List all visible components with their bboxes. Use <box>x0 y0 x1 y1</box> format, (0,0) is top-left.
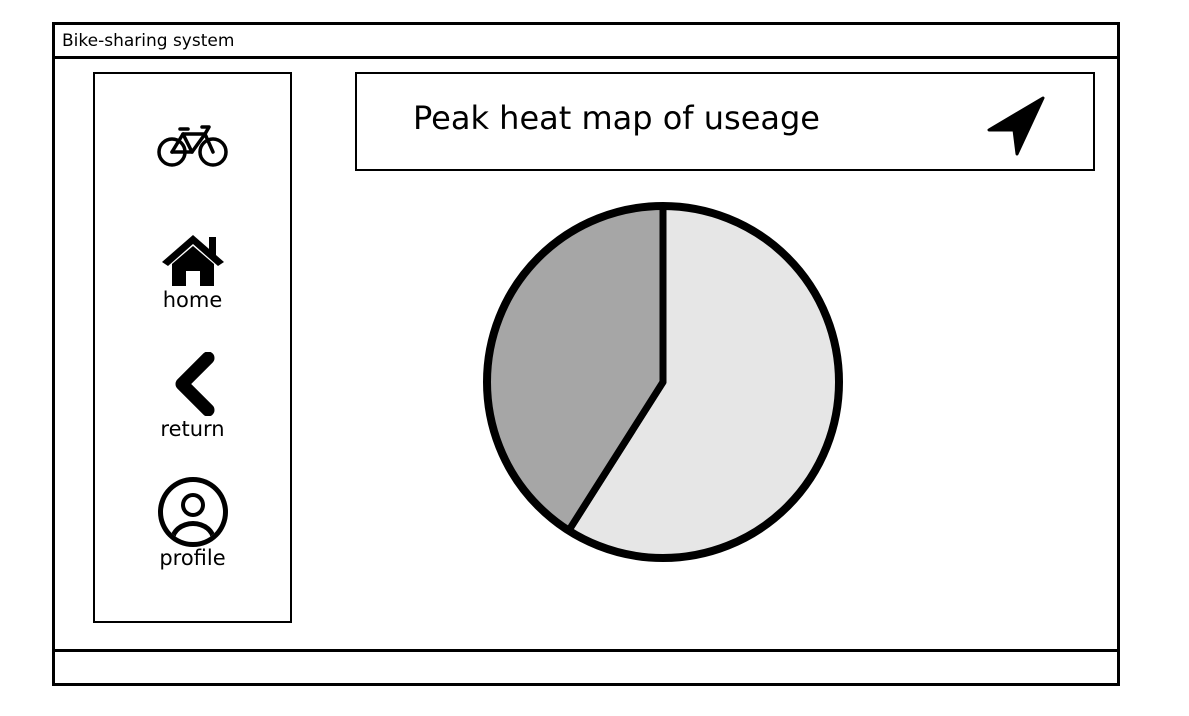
status-bar <box>55 649 1117 683</box>
bicycle-icon <box>156 125 228 167</box>
sidebar-item-label: return <box>160 417 225 441</box>
header-card: Peak heat map of useage <box>355 72 1095 171</box>
app-window: Bike-sharing system <box>52 22 1120 686</box>
home-icon <box>161 235 224 286</box>
chevron-left-icon <box>175 352 214 416</box>
navigation-arrow-icon[interactable] <box>987 96 1047 156</box>
window-title: Bike-sharing system <box>62 31 235 51</box>
pie-chart <box>483 202 843 562</box>
sidebar-item-profile[interactable]: profile <box>95 476 290 570</box>
sidebar: home return profile <box>93 72 292 623</box>
sidebar-item-return[interactable]: return <box>95 352 290 441</box>
sidebar-item-home[interactable]: home <box>95 231 290 312</box>
page-title: Peak heat map of useage <box>413 99 820 137</box>
bicycle-logo <box>95 122 290 168</box>
sidebar-item-label: profile <box>159 546 226 570</box>
pie-outline <box>483 202 843 562</box>
user-avatar-icon <box>157 477 228 547</box>
title-bar: Bike-sharing system <box>55 25 1117 59</box>
sidebar-item-label: home <box>162 288 223 312</box>
